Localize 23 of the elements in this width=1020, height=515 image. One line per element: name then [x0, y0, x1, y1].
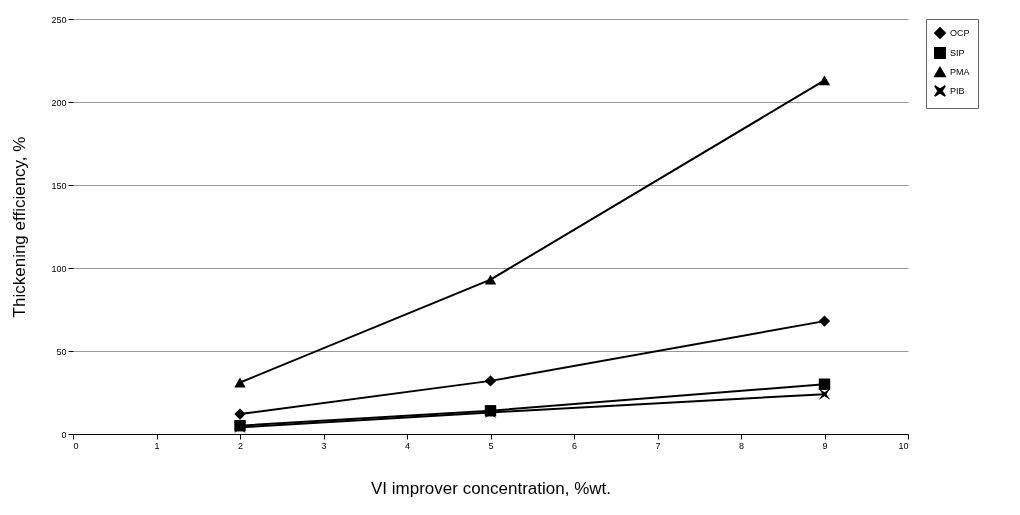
y-tick-label: 100: [51, 263, 67, 274]
x-tick-label: 2: [237, 440, 244, 451]
legend-label: SIP: [950, 48, 965, 58]
x-tick-label: 3: [321, 440, 327, 451]
y-tick-label: 150: [51, 180, 67, 191]
y-tick-label: 50: [56, 346, 67, 357]
x-tick-label: 6: [571, 440, 578, 451]
legend-label: PMA: [950, 67, 970, 77]
x-tick-label: 1: [154, 440, 160, 451]
x-tick-label: 0: [73, 440, 79, 451]
x-axis-title: VI improver concentration, %wt.: [371, 478, 611, 498]
legend-label: OCP: [950, 28, 970, 38]
x-tick-label: 8: [738, 440, 745, 451]
y-axis-title: Thickening efficiency, %: [10, 136, 30, 318]
legend-label: PIB: [950, 86, 965, 96]
x-tick-label: 4: [404, 440, 411, 451]
x-tick-label: 10: [898, 440, 909, 451]
x-tick-label: 7: [655, 440, 661, 451]
y-tick-label: 250: [51, 14, 67, 25]
y-tick-label: 200: [51, 97, 67, 108]
x-tick-label: 9: [822, 440, 828, 451]
y-tick-label: 0: [61, 429, 67, 440]
x-tick-label: 5: [488, 440, 494, 451]
